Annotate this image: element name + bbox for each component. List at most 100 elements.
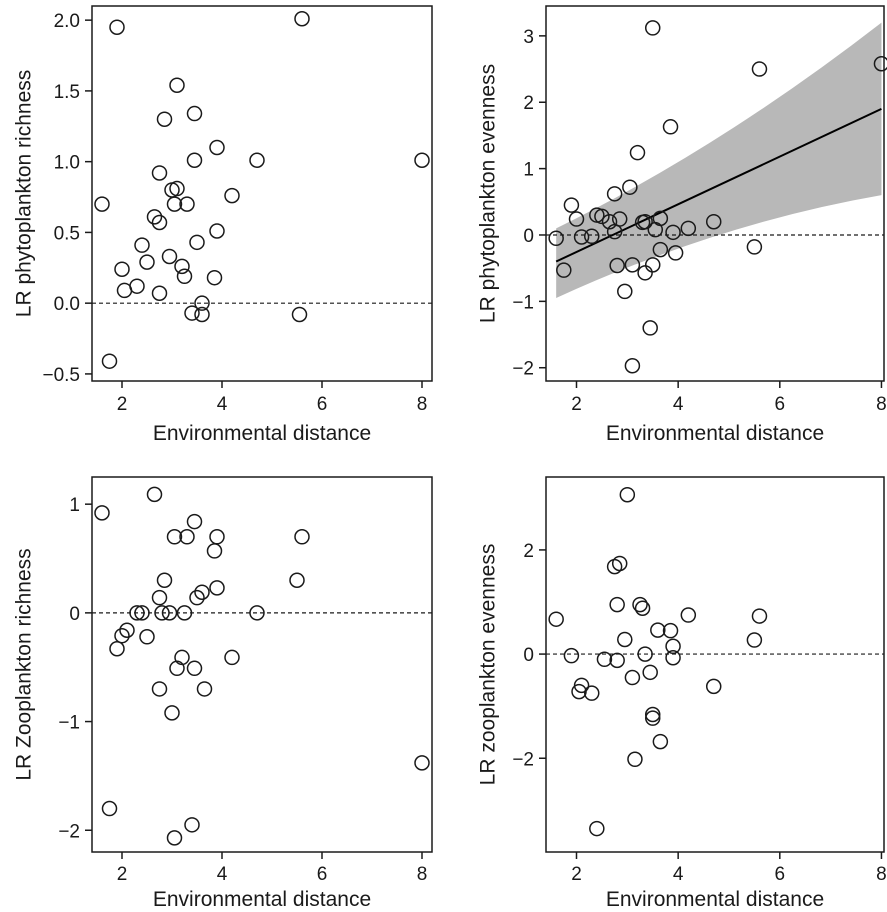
data-point [751, 608, 768, 624]
data-point [94, 505, 110, 521]
x-tick-label: 2 [117, 394, 128, 415]
x-tick-label: 8 [417, 394, 428, 415]
data-point [209, 139, 225, 156]
x-tick-label: 2 [571, 864, 582, 885]
data-point [151, 681, 168, 697]
data-point [166, 196, 183, 212]
y-tick-label: 2 [523, 93, 534, 114]
data-point [151, 589, 168, 606]
y-tick-label: 1.5 [54, 82, 80, 103]
data-point [101, 800, 118, 817]
y-axis-label: LR phytoplankton evenness [477, 64, 500, 323]
data-point [644, 710, 661, 726]
y-tick-label: 2 [523, 541, 534, 562]
data-point [129, 605, 145, 621]
data-point [179, 196, 195, 212]
x-tick-label: 8 [876, 394, 887, 415]
data-point [249, 152, 265, 168]
data-point [652, 210, 669, 227]
data-point [224, 649, 240, 666]
data-point [174, 649, 190, 666]
plot-frame [545, 5, 885, 382]
data-point [109, 640, 125, 657]
data-point [637, 646, 653, 662]
data-point [206, 269, 223, 286]
y-tick-label: 1.0 [54, 153, 80, 174]
data-point [291, 306, 308, 323]
data-point [609, 596, 625, 613]
data-point [589, 820, 605, 837]
data-point [101, 353, 118, 369]
data-point [186, 660, 203, 677]
data-point [209, 529, 225, 545]
data-point [611, 211, 628, 227]
data-point [169, 180, 185, 197]
data-point [594, 208, 610, 225]
data-point [161, 605, 178, 621]
data-point [609, 257, 625, 274]
data-point [873, 55, 887, 72]
data-point [194, 295, 210, 311]
data-point [164, 705, 180, 721]
data-point [186, 513, 203, 530]
data-point [194, 306, 210, 323]
data-point [189, 234, 205, 251]
x-tick-label: 6 [317, 864, 328, 885]
data-point [568, 211, 585, 227]
data-point [151, 285, 168, 302]
data-point [109, 19, 125, 35]
data-point [624, 257, 641, 273]
x-axis-label: Environmental distance [606, 888, 824, 911]
data-point [563, 647, 580, 664]
y-tick-label: 0 [523, 226, 534, 247]
data-point [644, 20, 661, 36]
data-point [751, 61, 768, 77]
data-point [583, 228, 600, 245]
data-point [294, 529, 310, 545]
data-point [705, 678, 722, 695]
data-point [179, 529, 195, 545]
data-point [169, 77, 185, 93]
data-point [573, 677, 590, 694]
data-point [637, 265, 653, 281]
y-tick-label: 0 [523, 645, 534, 666]
data-point [294, 10, 310, 27]
data-point [624, 357, 641, 374]
data-point [650, 622, 666, 638]
data-point [548, 611, 564, 627]
data-point [644, 257, 661, 273]
x-tick-label: 6 [317, 394, 328, 415]
data-point [611, 555, 628, 572]
data-point [414, 755, 430, 771]
data-point [652, 733, 669, 750]
y-tick-label: −0.5 [42, 365, 80, 386]
data-point [114, 261, 130, 277]
y-tick-label: 0 [69, 604, 80, 625]
y-tick-label: 0.5 [54, 223, 80, 244]
data-point [134, 237, 150, 253]
data-point [548, 230, 564, 247]
x-tick-label: 4 [217, 394, 228, 415]
data-point [94, 196, 110, 212]
data-point [289, 572, 305, 589]
data-point [169, 660, 185, 677]
data-point [129, 278, 145, 294]
y-tick-label: −1 [512, 292, 534, 313]
data-point [667, 245, 684, 261]
y-tick-label: −2 [512, 749, 534, 770]
panel-3: 2 4 6 8 −2 −1 0 1 Environmental distance LR Zoopl… [13, 476, 433, 911]
plot-frame [91, 5, 433, 382]
data-point [746, 239, 763, 255]
data-point [156, 572, 173, 589]
data-point [652, 241, 669, 258]
data-point [629, 144, 646, 161]
data-point [705, 213, 722, 230]
data-point [642, 664, 658, 681]
data-point [563, 197, 580, 213]
data-point [583, 685, 600, 701]
data-point [209, 223, 225, 239]
data-point [184, 817, 200, 833]
data-point [665, 224, 681, 241]
x-tick-label: 6 [775, 864, 786, 885]
panel-2: 2 4 6 8 −2 −1 0 1 2 3 Environmental distance LR phy… [477, 5, 887, 445]
